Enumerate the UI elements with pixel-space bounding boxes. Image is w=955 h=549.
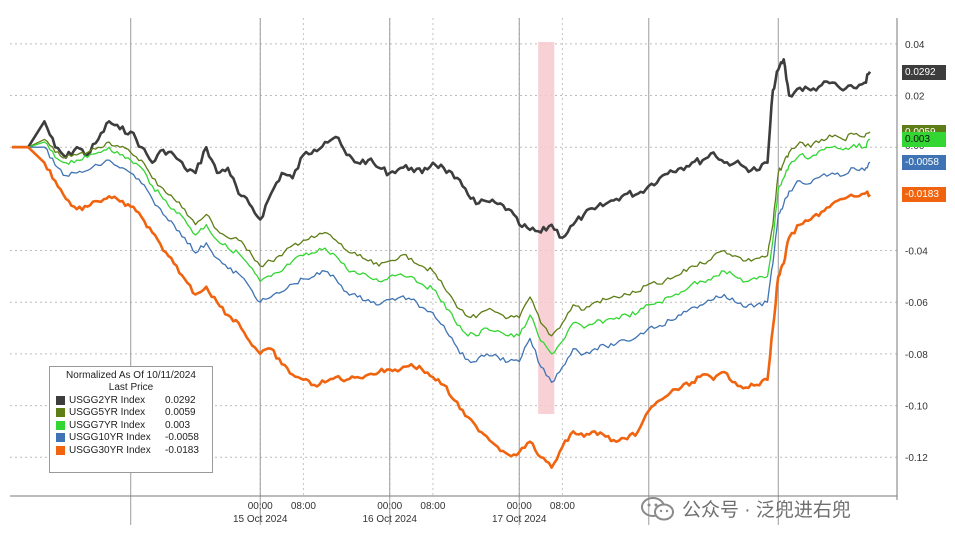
x-tick-label: 08:00 [420, 501, 445, 512]
legend-swatch [56, 445, 65, 455]
legend-label: USGG30YR Index [69, 444, 151, 456]
x-date-label: 15 Oct 2024 [233, 514, 288, 525]
watermark-text: 公众号 · 泛兜进右兜 [682, 500, 851, 521]
legend-swatch [56, 420, 65, 430]
last-value-tag: -0.0058 [902, 155, 946, 171]
wechat-icon [641, 496, 674, 520]
legend: Normalized As Of 10/11/2024 Last Price U… [49, 366, 213, 473]
legend-value: -0.0183 [165, 444, 199, 456]
legend-title: Normalized As Of 10/11/2024 [66, 370, 196, 381]
legend-item: USGG7YR Index 0.003 [50, 419, 212, 432]
y-tick-label: -0.08 [905, 350, 928, 361]
watermark: 公众号 · 泛兜进右兜 [640, 495, 851, 522]
legend-label: USGG5YR Index [69, 407, 146, 419]
legend-item: USGG30YR Index -0.0183 [50, 444, 212, 457]
series-line-usgg5yr [12, 131, 871, 337]
legend-swatch [56, 408, 65, 418]
x-tick-label: 08:00 [550, 501, 575, 512]
legend-swatch [56, 395, 65, 405]
x-tick-label: 00:00 [248, 501, 273, 512]
legend-rows: USGG2YR Index 0.0292 USGG5YR Index 0.0059 US… [50, 394, 212, 457]
y-tick-label: -0.04 [905, 247, 928, 258]
x-tick-label: 00:00 [507, 501, 532, 512]
legend-value: -0.0058 [165, 432, 199, 444]
legend-item: USGG2YR Index 0.0292 [50, 394, 212, 407]
legend-item: USGG5YR Index 0.0059 [50, 407, 212, 420]
legend-item: USGG10YR Index -0.0058 [50, 432, 212, 445]
y-tick-label: 0.04 [905, 40, 925, 51]
y-tick-label: -0.12 [905, 453, 928, 464]
legend-value: 0.0292 [165, 394, 196, 406]
legend-value: 0.003 [165, 419, 191, 431]
legend-label: USGG10YR Index [69, 432, 151, 444]
x-date-label: 17 Oct 2024 [492, 514, 547, 525]
y-tick-label: 0.02 [905, 92, 925, 103]
series-line-usgg30yr [12, 145, 871, 469]
gridlines [10, 18, 897, 525]
series-line-usgg7yr [12, 138, 871, 355]
y-tick-label: -0.06 [905, 298, 928, 309]
x-date-label: 16 Oct 2024 [363, 514, 418, 525]
legend-label: USGG2YR Index [69, 394, 146, 406]
y-tick-label: -0.10 [905, 402, 928, 413]
legend-value: 0.0059 [165, 407, 196, 419]
x-tick-label: 00:00 [377, 501, 402, 512]
last-value-tag: 0.003 [902, 132, 946, 148]
series-line-usgg10yr [12, 146, 871, 383]
last-value-tag: -0.0183 [902, 187, 946, 203]
last-value-tag: 0.0292 [902, 64, 946, 80]
legend-swatch [56, 433, 65, 443]
x-tick-label: 08:00 [291, 501, 316, 512]
series-lines [12, 58, 872, 469]
legend-label: USGG7YR Index [69, 419, 146, 431]
series-line-usgg2yr [12, 58, 872, 239]
legend-subtitle: Last Price [108, 382, 154, 393]
